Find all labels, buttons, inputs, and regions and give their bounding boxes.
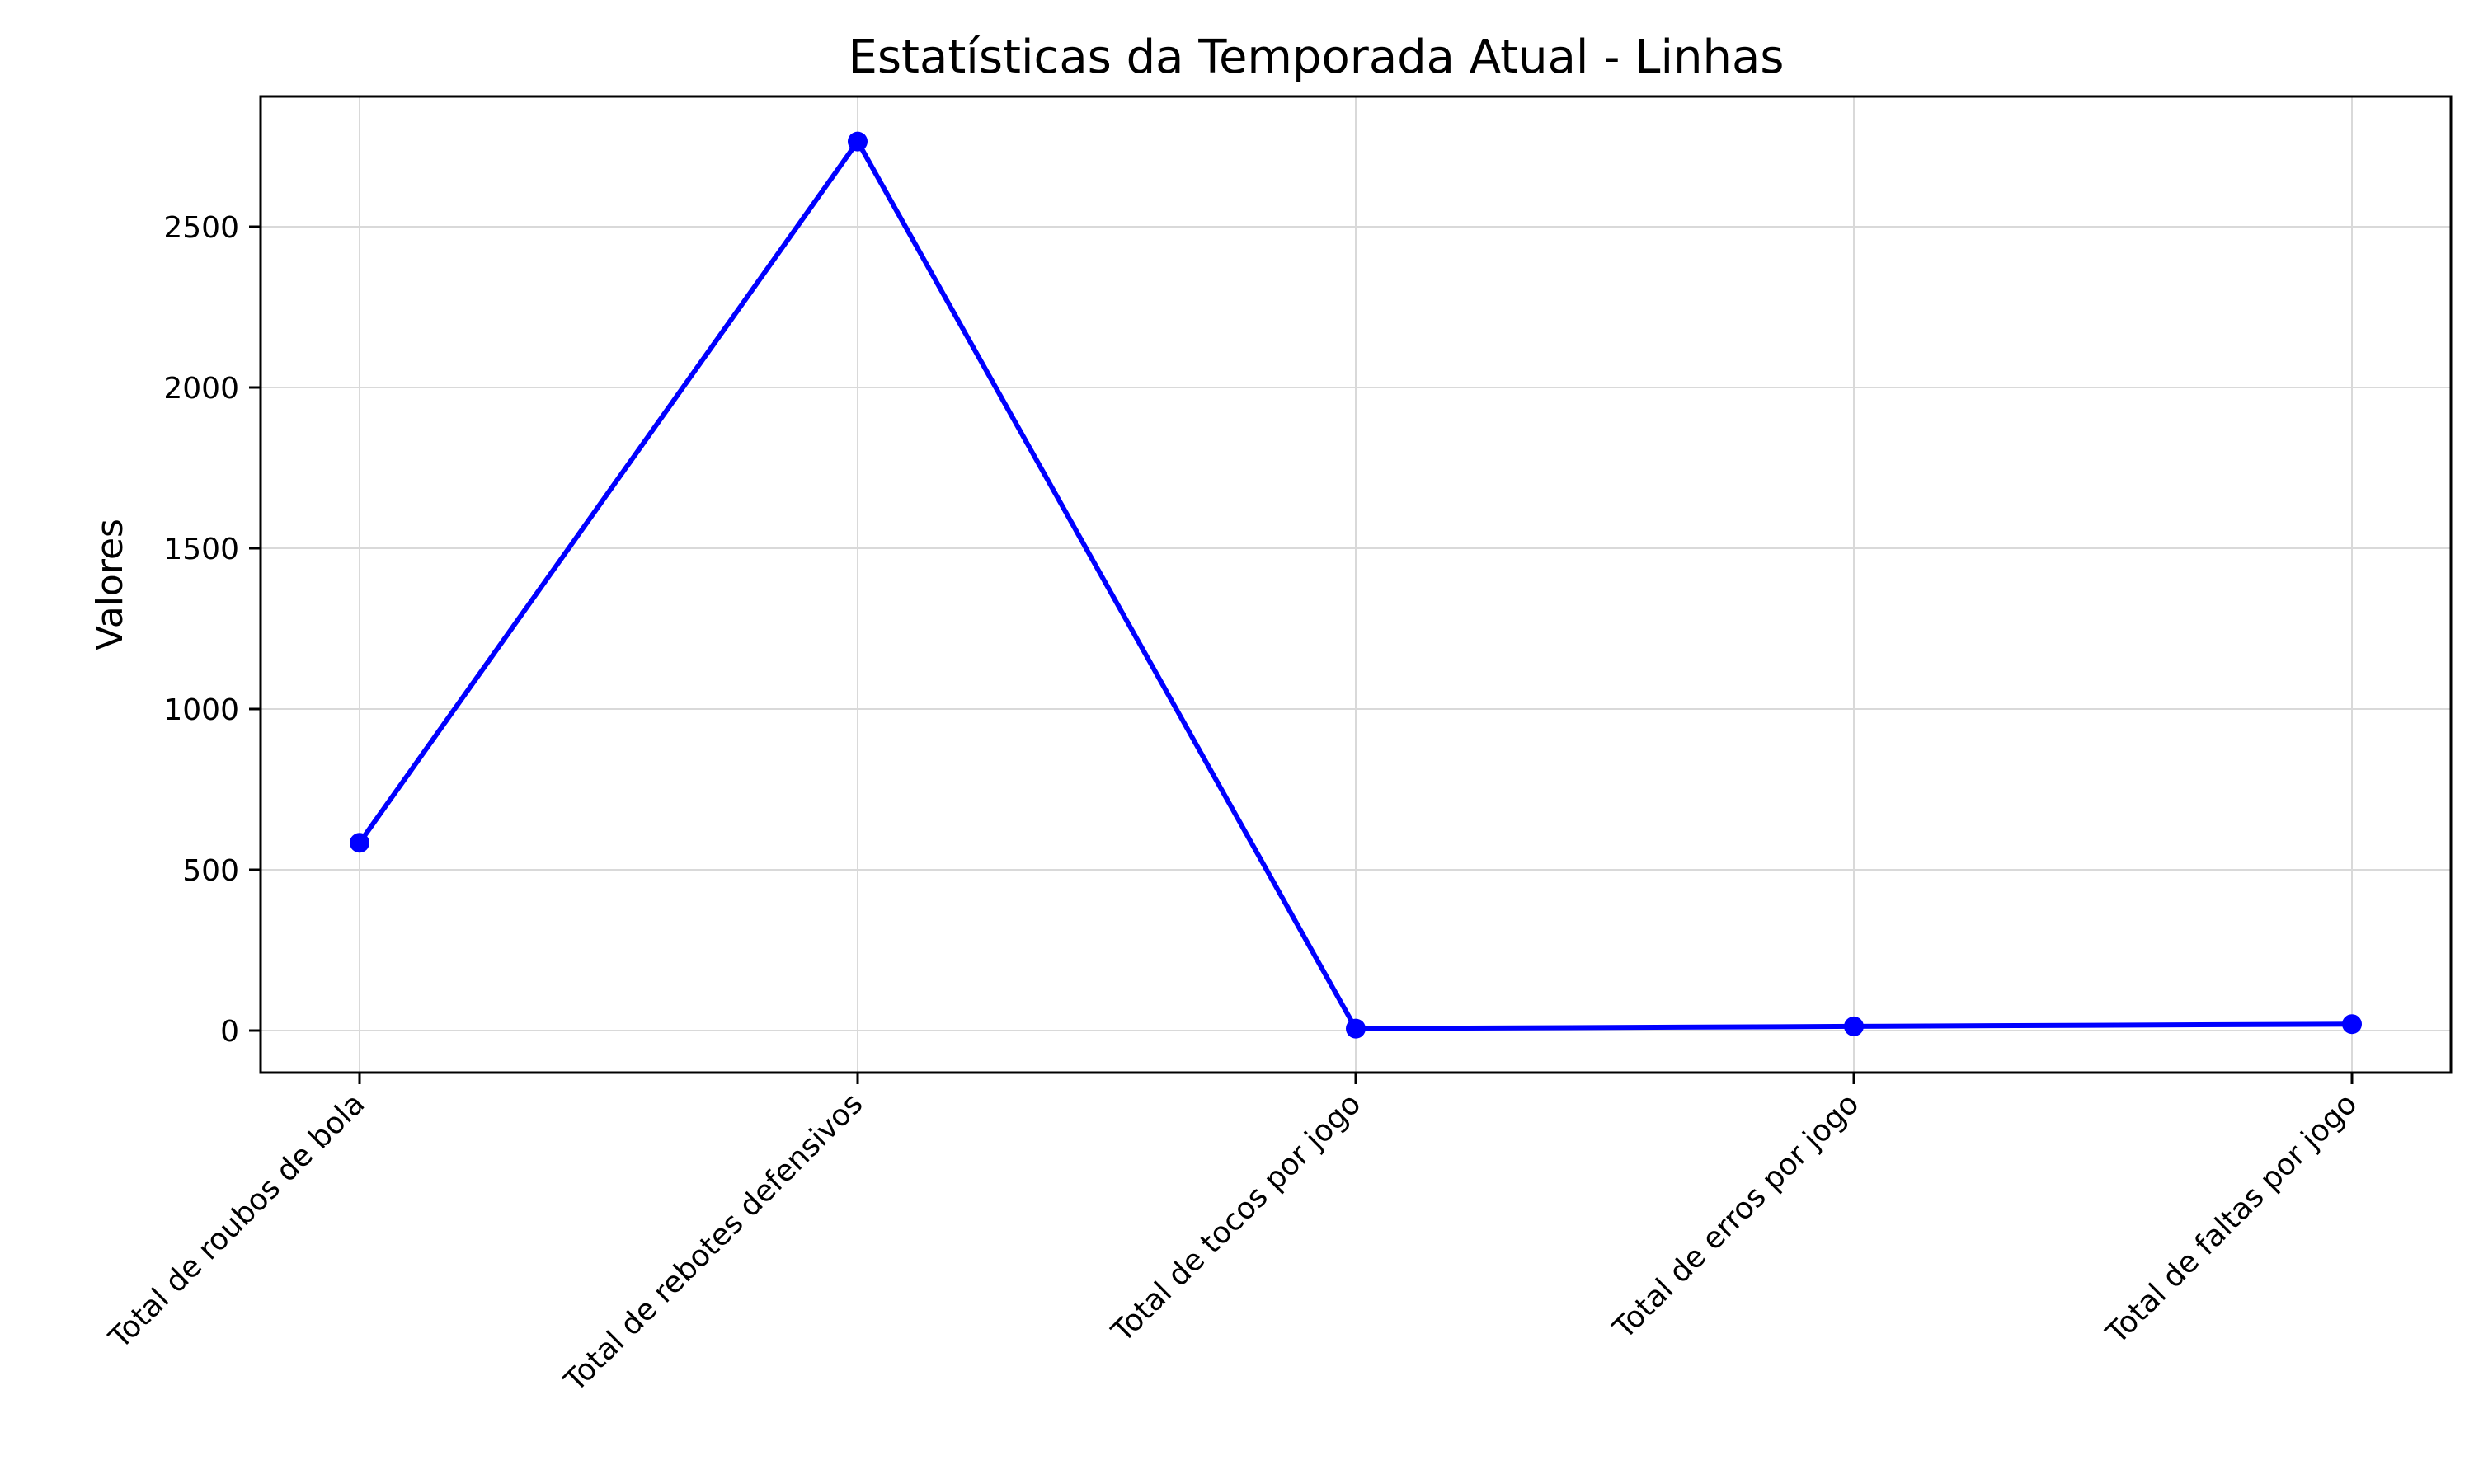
data-point bbox=[1844, 1016, 1864, 1036]
y-tick-label: 1500 bbox=[163, 533, 239, 566]
data-point bbox=[350, 833, 369, 853]
y-tick-label: 1000 bbox=[163, 693, 239, 727]
x-tick-label: Total de roubos de bola bbox=[102, 1087, 371, 1355]
plot-frame bbox=[259, 95, 2453, 1074]
y-axis: 0 500 1000 1500 2000 2500 bbox=[163, 211, 261, 1049]
x-tick-label: Total de rebotes defensivos bbox=[557, 1087, 869, 1398]
y-tick-label: 500 bbox=[182, 854, 239, 888]
x-tick-label: Total de faltas por jogo bbox=[2100, 1087, 2363, 1350]
grid-lines bbox=[261, 96, 2451, 1073]
y-axis-label: Valores bbox=[89, 519, 131, 650]
x-tick-label: Total de tocos por jogo bbox=[1105, 1087, 1367, 1349]
data-point bbox=[2342, 1014, 2362, 1035]
x-tick-label: Total de erros por jogo bbox=[1606, 1087, 1865, 1345]
data-series bbox=[350, 131, 2362, 1039]
x-axis: Total de roubos de bola Total de rebotes … bbox=[102, 1073, 2363, 1399]
data-point bbox=[1346, 1018, 1366, 1039]
data-point bbox=[848, 131, 868, 152]
y-tick-label: 0 bbox=[220, 1015, 239, 1049]
y-tick-label: 2500 bbox=[163, 211, 239, 245]
chart-title: Estatísticas da Temporada Atual - Linhas bbox=[849, 31, 1785, 84]
y-tick-label: 2000 bbox=[163, 372, 239, 406]
